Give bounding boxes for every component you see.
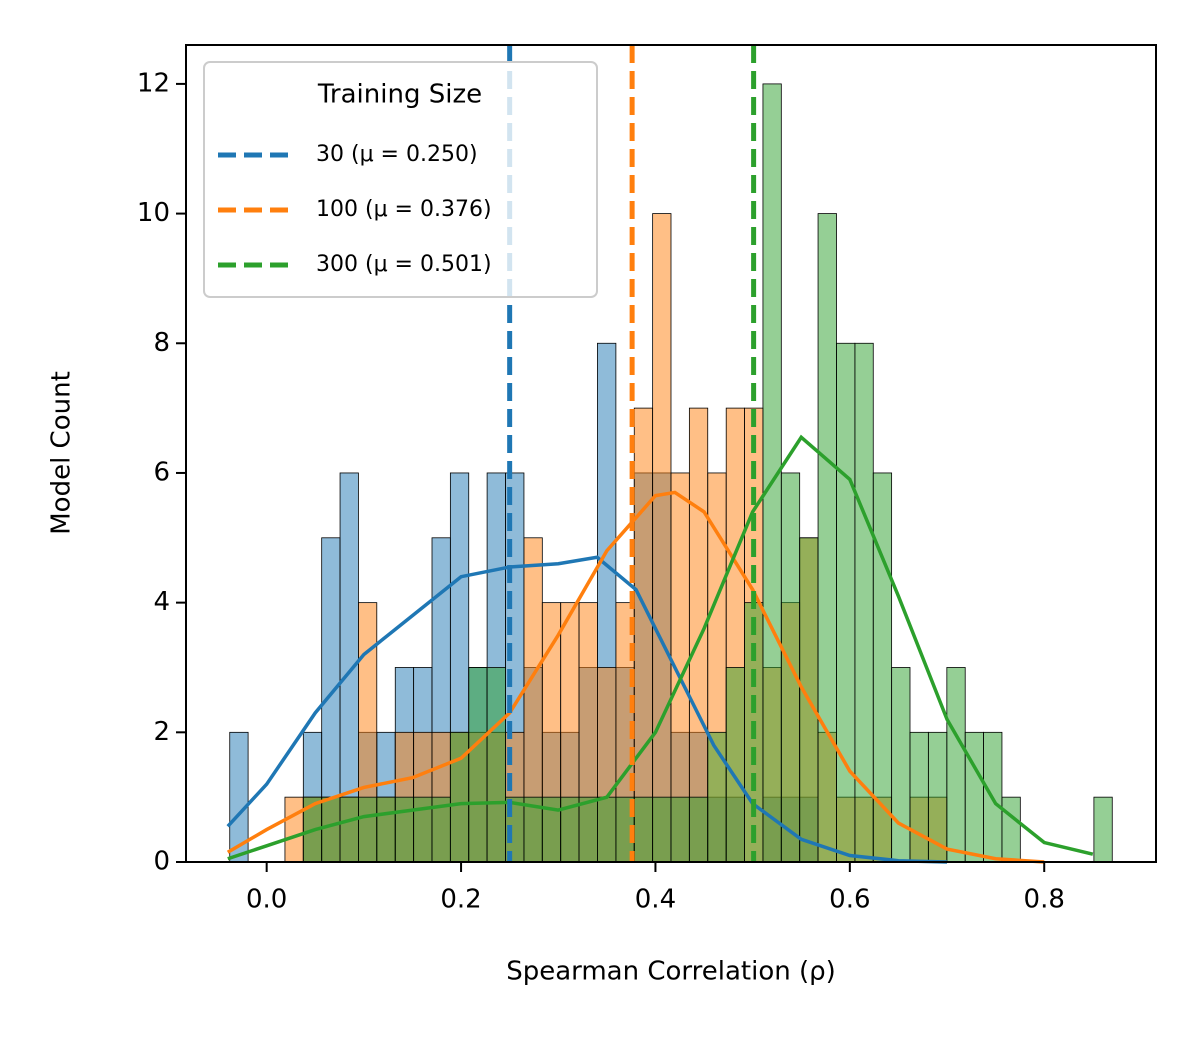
y-tick-label: 4 bbox=[153, 587, 170, 617]
y-tick-label: 10 bbox=[137, 198, 170, 228]
bar bbox=[817, 213, 837, 863]
legend-title: Training Size bbox=[317, 80, 482, 110]
bar bbox=[486, 667, 506, 863]
bar bbox=[394, 796, 415, 863]
bar bbox=[946, 667, 966, 863]
bar bbox=[688, 407, 709, 863]
bar bbox=[597, 796, 617, 863]
bar bbox=[670, 796, 690, 863]
x-tick-label: 0.8 bbox=[1024, 885, 1065, 915]
plot-frame bbox=[185, 44, 1157, 863]
legend-label: 300 (μ = 0.501) bbox=[316, 252, 492, 277]
bar bbox=[725, 667, 745, 863]
x-tick-label: 0.6 bbox=[829, 885, 870, 915]
bar bbox=[321, 796, 341, 863]
bar bbox=[284, 796, 304, 863]
bar bbox=[652, 213, 672, 863]
bar bbox=[688, 796, 709, 863]
bar bbox=[652, 796, 672, 863]
y-tick-label: 12 bbox=[137, 68, 170, 98]
bar bbox=[964, 731, 984, 863]
x-tick-label: 0.0 bbox=[246, 885, 287, 915]
y-tick-label: 2 bbox=[153, 717, 170, 747]
bar bbox=[633, 796, 654, 863]
x-axis-label: Spearman Correlation (ρ) bbox=[506, 957, 836, 987]
bar bbox=[1093, 796, 1113, 863]
bar bbox=[891, 667, 911, 863]
legend-label: 100 (μ = 0.376) bbox=[316, 197, 492, 222]
kde-line bbox=[226, 490, 1045, 864]
bar bbox=[633, 407, 654, 863]
y-tick-label: 6 bbox=[153, 457, 170, 487]
bar bbox=[909, 731, 929, 863]
y-tick-label: 0 bbox=[153, 847, 170, 877]
bar bbox=[339, 796, 359, 863]
x-tick-label: 0.4 bbox=[635, 885, 676, 915]
legend-label: 30 (μ = 0.250) bbox=[316, 142, 478, 167]
bar bbox=[836, 342, 856, 863]
bar bbox=[468, 667, 488, 863]
kde-line bbox=[227, 434, 1094, 861]
y-axis-label: Model Count bbox=[47, 371, 77, 535]
y-tick-label: 8 bbox=[153, 328, 170, 358]
bar bbox=[376, 796, 396, 863]
bar bbox=[1001, 796, 1021, 863]
bar bbox=[358, 796, 378, 863]
kde-line bbox=[226, 555, 948, 864]
legend-box bbox=[203, 61, 598, 298]
x-tick-label: 0.2 bbox=[440, 885, 481, 915]
bar bbox=[578, 796, 598, 863]
